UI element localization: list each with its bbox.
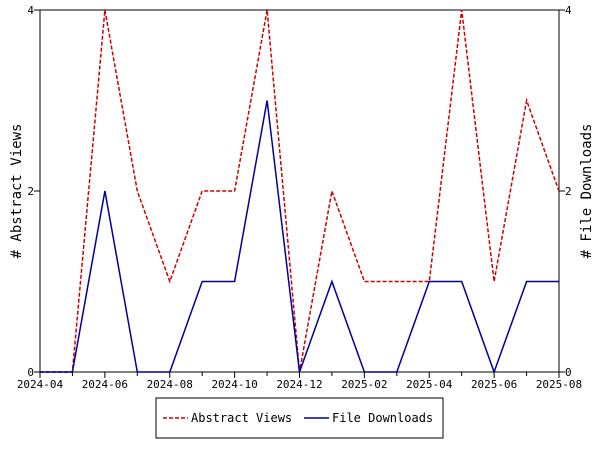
x-tick-label: 2025-04 xyxy=(406,378,453,391)
y-right-tick-label: 4 xyxy=(565,4,572,17)
y-left-tick-label: 4 xyxy=(27,4,34,17)
legend-box xyxy=(155,397,444,439)
series-line-file-downloads xyxy=(40,100,559,375)
y-right-tick-label: 2 xyxy=(565,185,572,198)
ticks-layer: 0 0 2 2 4 4 2024-04 2024-06 2024-08 2024-10 2024-1… xyxy=(9,4,595,391)
series-layer xyxy=(39,9,560,375)
x-tick-label: 2024-08 xyxy=(147,378,193,391)
plot-frame xyxy=(39,9,560,373)
x-tick-label: 2024-10 xyxy=(211,378,257,391)
y-right-tick-label: 0 xyxy=(565,366,572,379)
series-line-abstract-views xyxy=(40,9,560,373)
x-tick-label: 2024-12 xyxy=(276,378,322,391)
x-tick-label: 2024-06 xyxy=(82,378,128,391)
x-tick-label: 2025-08 xyxy=(536,378,582,391)
y-right-axis-title: # File Downloads xyxy=(579,124,595,259)
x-tick-label: 2025-06 xyxy=(471,378,517,391)
y-left-tick-label: 2 xyxy=(27,185,34,198)
y-left-axis-title: # Abstract Views xyxy=(9,124,25,259)
legend-label: File Downloads xyxy=(332,411,433,425)
x-tick-label: 2025-02 xyxy=(341,378,387,391)
legend: Abstract Views File Downloads xyxy=(155,397,444,439)
y-left-tick-label: 0 xyxy=(27,366,34,379)
legend-label: Abstract Views xyxy=(191,411,292,425)
x-tick-label: 2024-04 xyxy=(17,378,64,391)
plot-border xyxy=(39,9,560,373)
